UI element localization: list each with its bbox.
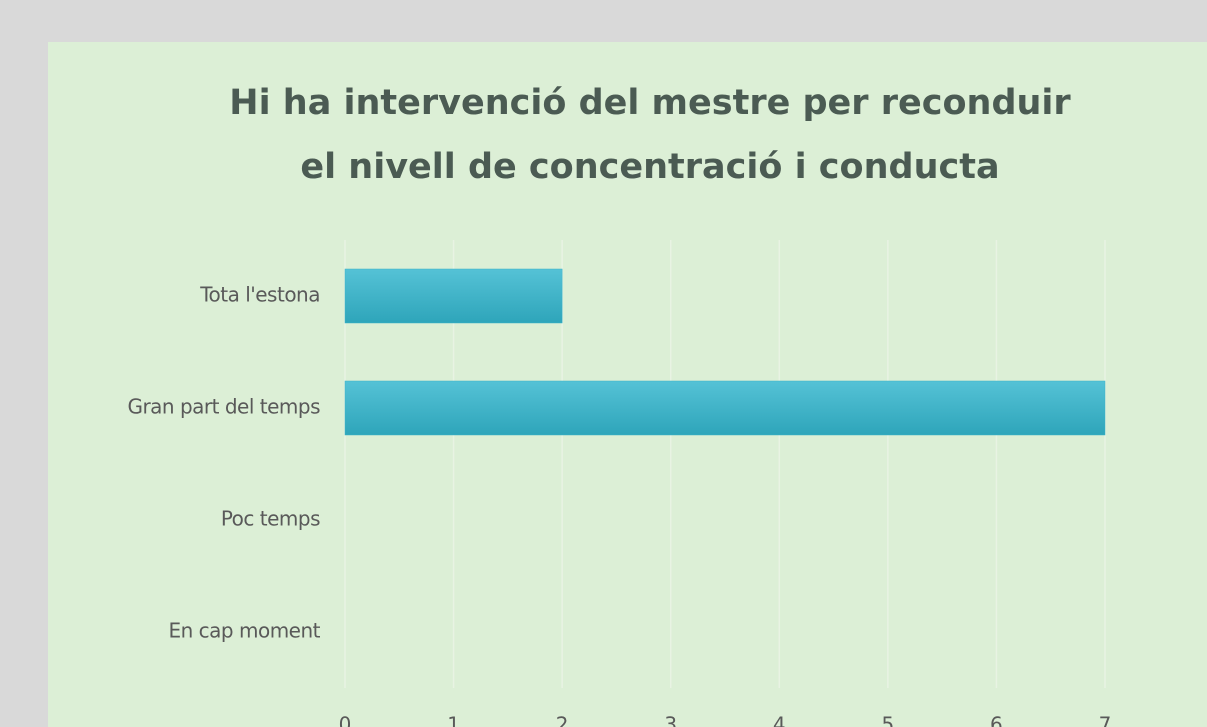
x-tick-label: 0 [339, 713, 352, 727]
x-tick-label: 2 [556, 713, 569, 727]
x-tick-label: 3 [664, 713, 677, 727]
y-tick-label: Poc temps [221, 507, 320, 531]
x-tick-label: 7 [1099, 713, 1112, 727]
y-tick-label: Gran part del temps [127, 395, 320, 419]
x-tick-label: 5 [881, 713, 894, 727]
x-tick-label: 1 [447, 713, 460, 727]
x-tick-label: 6 [990, 713, 1003, 727]
x-tick-label: 4 [773, 713, 786, 727]
y-tick-label: Tota l'estona [199, 283, 320, 307]
bar [344, 268, 563, 324]
y-tick-label: En cap moment [169, 619, 321, 643]
bar [344, 380, 1106, 436]
chart-title: el nivell de concentració i conducta [300, 147, 999, 187]
chart-title: Hi ha intervenció del mestre per recondu… [229, 83, 1071, 123]
